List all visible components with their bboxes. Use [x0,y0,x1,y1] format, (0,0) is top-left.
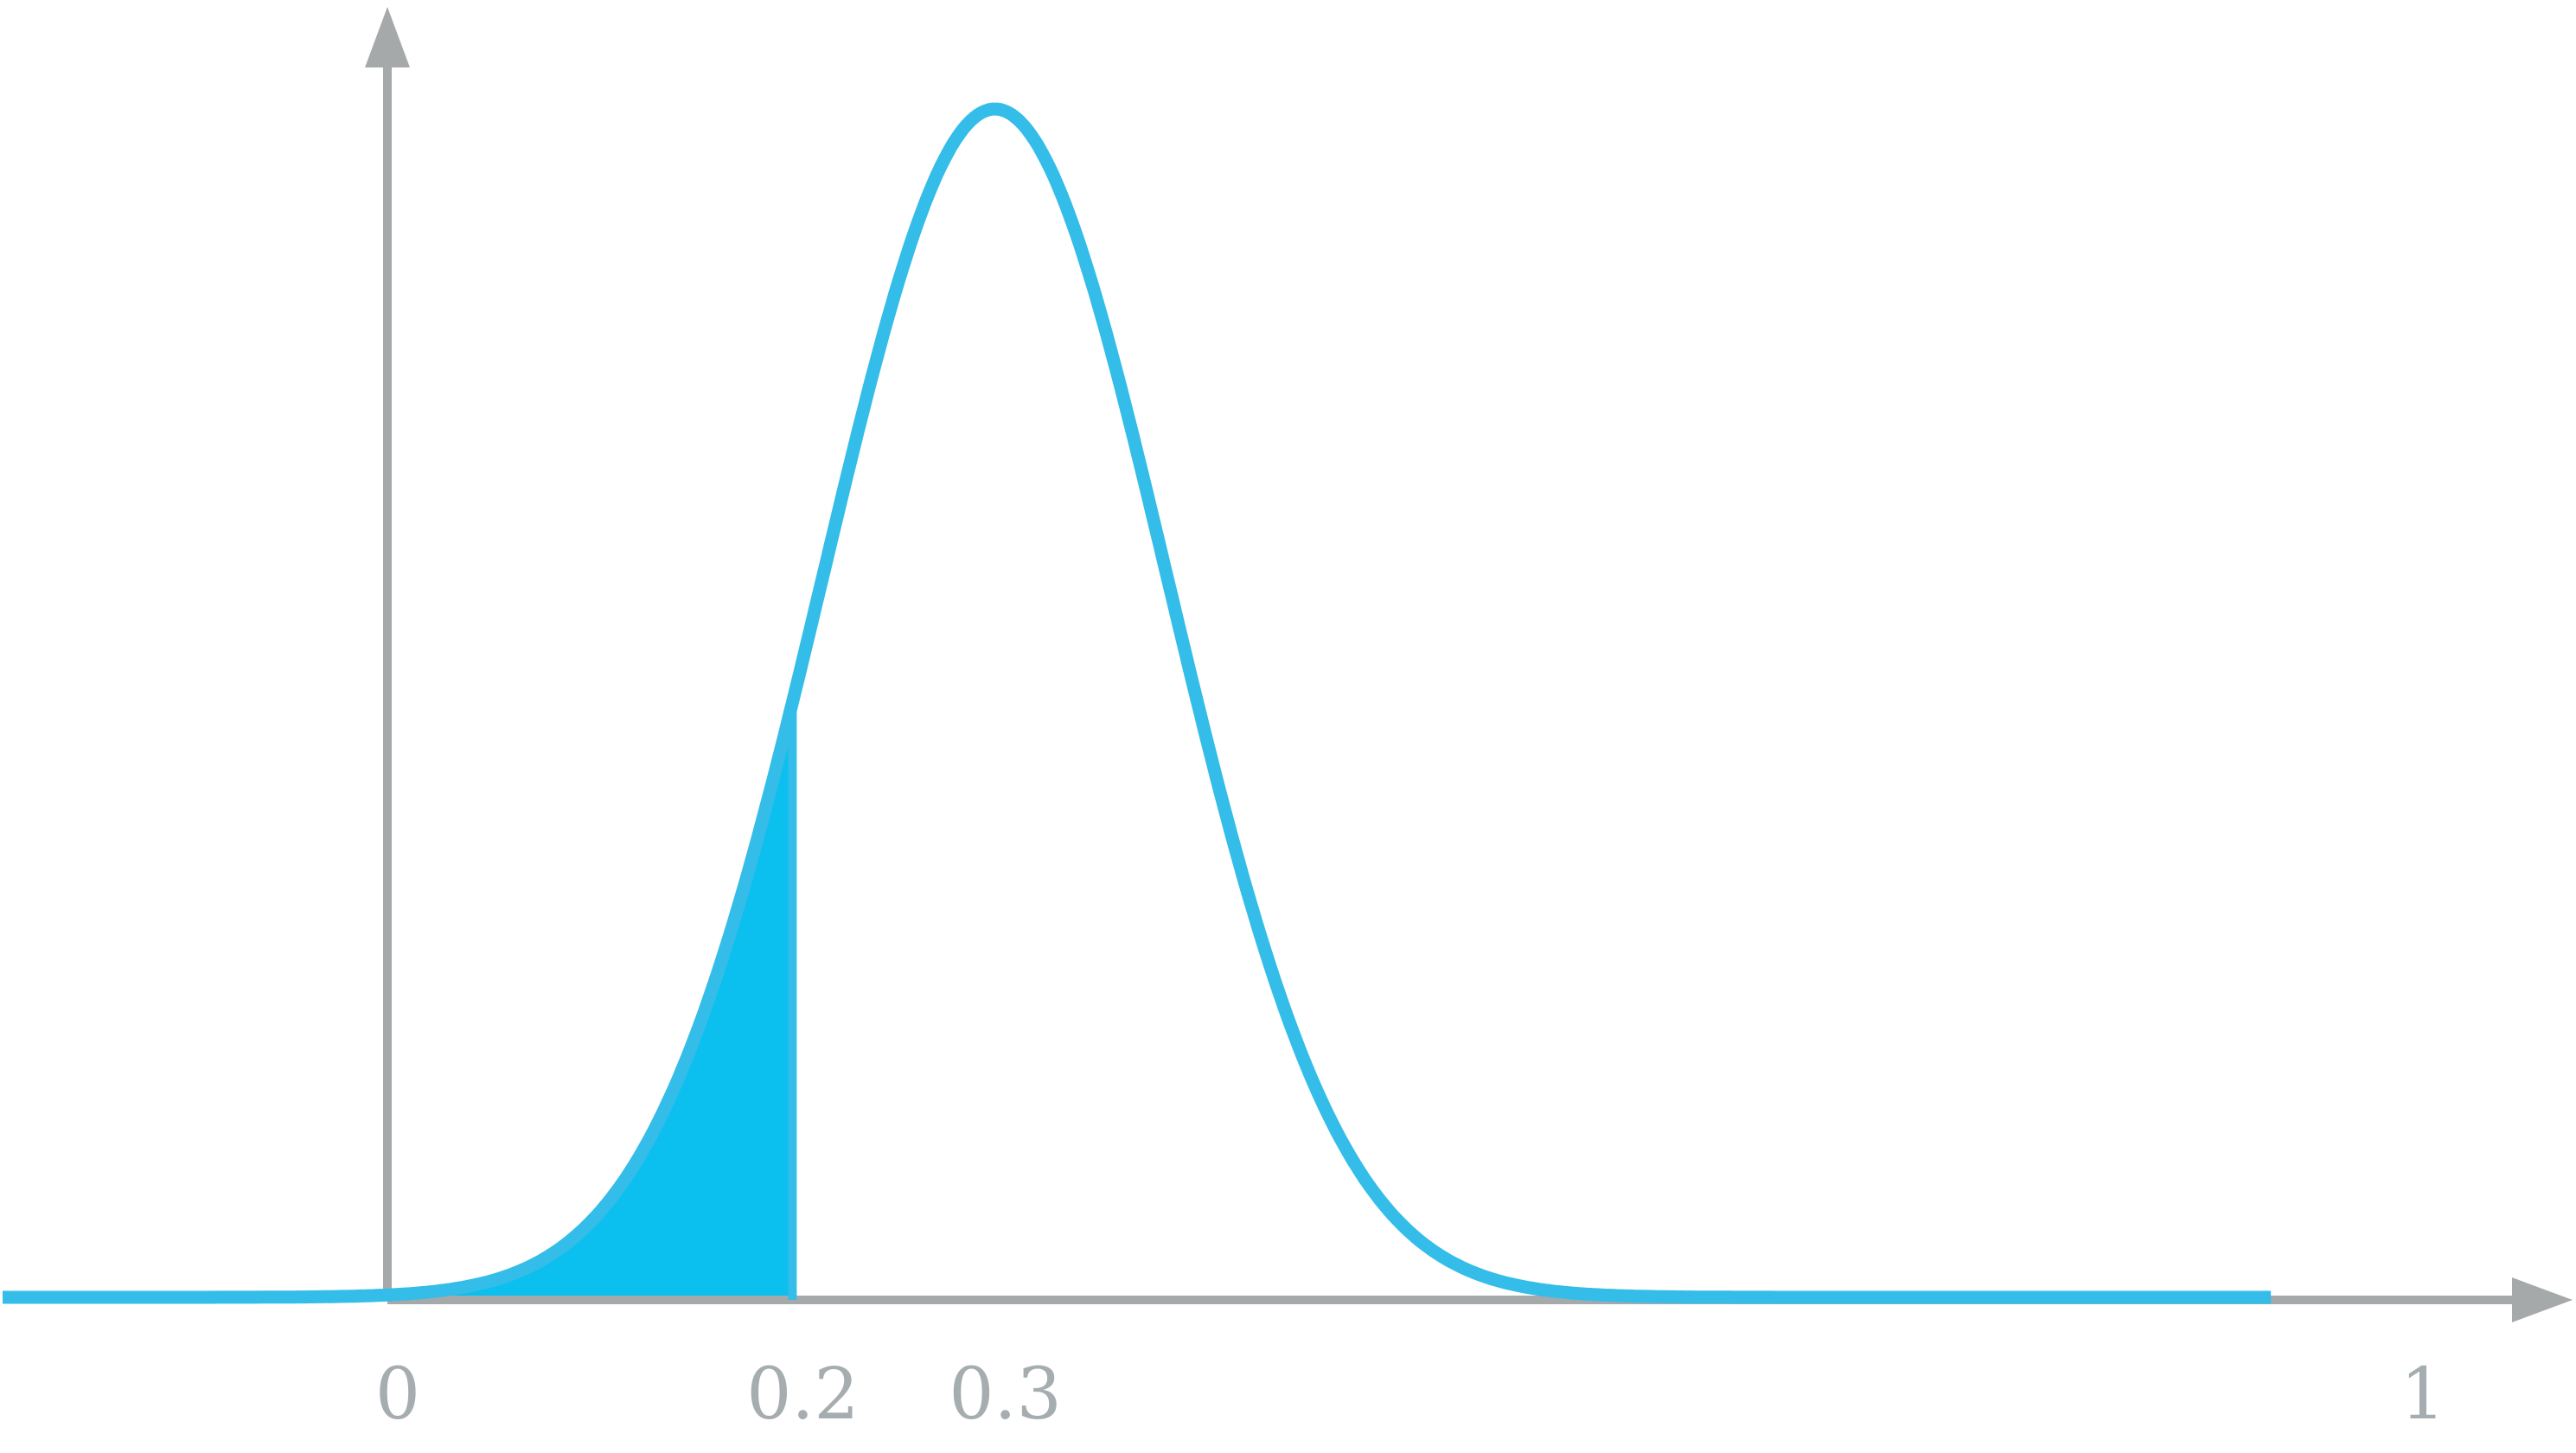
x-tick-label: 0.2 [746,1354,859,1436]
y-axis-arrow-icon [365,7,410,67]
x-tick-label: 0.3 [949,1354,1061,1436]
shaded-area [387,702,793,1300]
density-curve [0,102,2274,1304]
x-tick-labels: 0 0.2 0.3 1 [375,1354,2445,1436]
x-tick-label: 1 [2400,1354,2445,1436]
x-axis-arrow-icon [2512,1277,2573,1322]
x-tick-label: 0 [375,1354,420,1436]
